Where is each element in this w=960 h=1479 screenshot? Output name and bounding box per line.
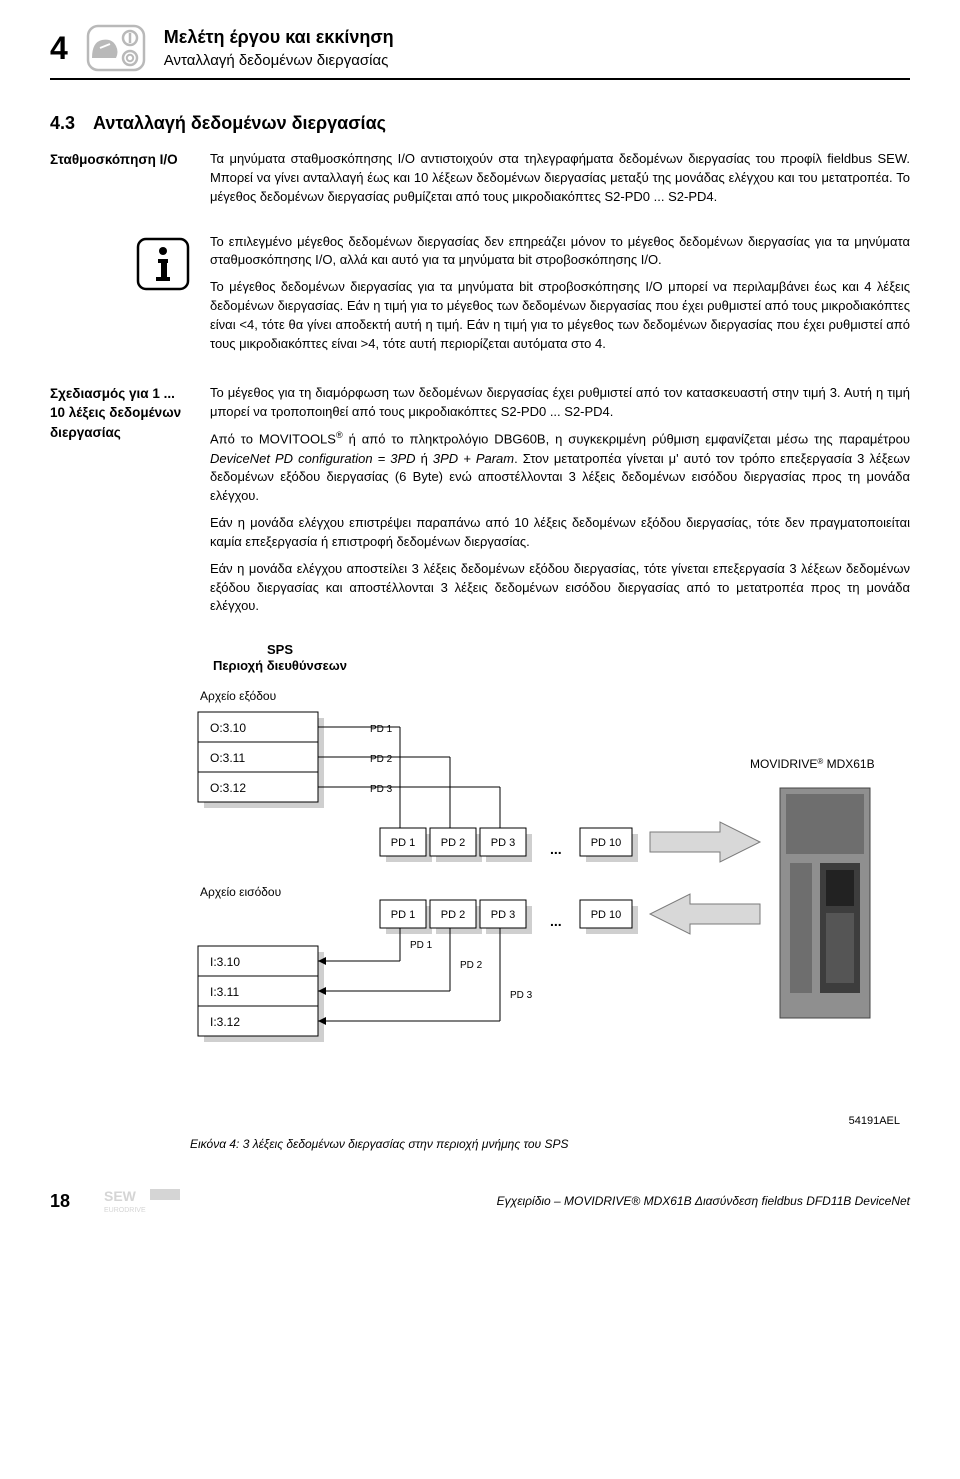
body-text-polling: Τα μηνύματα σταθμοσκόπησης I/O αντιστοιχ…	[210, 150, 910, 215]
svg-text:...: ...	[550, 841, 562, 857]
svg-text:PD 3: PD 3	[491, 837, 515, 849]
svg-text:PD 1: PD 1	[410, 940, 433, 951]
pd-bus-top: PD 1 PD 2 PD 3 ... PD 10	[380, 828, 638, 862]
figure-caption: Εικόνα 4: 3 λέξεις δεδομένων διεργασίας …	[190, 1136, 910, 1153]
svg-text:EURODRIVE: EURODRIVE	[104, 1207, 146, 1214]
sps-diagram: SPS Περιοχή διευθύνσεων Αρχείο εξόδου O:…	[50, 638, 910, 1153]
device-image	[780, 788, 870, 1018]
header-subtitle: Ανταλλαγή δεδομένων διεργασίας	[164, 50, 394, 72]
svg-text:PD 3: PD 3	[510, 990, 533, 1001]
pd-small-2: PD 3	[370, 784, 393, 795]
diagram-svg: SPS Περιοχή διευθύνσεων Αρχείο εξόδου O:…	[50, 638, 910, 1108]
pd-small-0: PD 1	[370, 724, 393, 735]
device-label: MOVIDRIVE® MDX61B	[750, 753, 875, 771]
sps-region-label: Περιοχή διευθύνσεων	[213, 658, 347, 673]
svg-text:PD 3: PD 3	[491, 909, 515, 921]
body-text-design: Το μέγεθος για τη διαμόρφωση των δεδομέν…	[210, 384, 910, 625]
page-header: 4 Μελέτη έργου και εκκίνηση Ανταλλαγή δε…	[50, 24, 910, 80]
arrow-right-icon	[650, 822, 760, 862]
header-title: Μελέτη έργου και εκκίνηση	[164, 24, 394, 50]
in-row-0: I:3.10	[210, 955, 240, 969]
svg-text:PD 2: PD 2	[441, 909, 465, 921]
sew-logo-icon: SEW EURODRIVE	[104, 1187, 184, 1215]
power-switch-icon	[86, 24, 146, 72]
figure-code: 54191AEL	[50, 1114, 900, 1130]
side-label-polling: Σταθμοσκόπηση I/O	[50, 150, 190, 215]
info-text: Το επιλεγμένο μέγεθος δεδομένων διεργασί…	[210, 233, 910, 362]
page-footer: 18 SEW EURODRIVE Εγχειρίδιο – MOVIDRIVE®…	[50, 1187, 910, 1215]
svg-text:PD 2: PD 2	[460, 960, 483, 971]
sps-label: SPS	[267, 642, 293, 657]
svg-text:PD 1: PD 1	[391, 837, 415, 849]
section-number: 4.3	[50, 110, 75, 136]
out-row-0: O:3.10	[210, 721, 246, 735]
chapter-number: 4	[50, 25, 68, 71]
info-icon	[136, 237, 190, 291]
section-heading: 4.3 Ανταλλαγή δεδομένων διεργασίας	[50, 110, 910, 136]
svg-text:PD 2: PD 2	[441, 837, 465, 849]
footer-text: Εγχειρίδιο – MOVIDRIVE® MDX61B Διασύνδεσ…	[198, 1193, 910, 1210]
pd-small-1: PD 2	[370, 754, 393, 765]
svg-text:...: ...	[550, 913, 562, 929]
output-file-label: Αρχείο εξόδου	[200, 689, 276, 703]
in-row-1: I:3.11	[210, 985, 239, 999]
svg-text:PD 10: PD 10	[591, 909, 622, 921]
arrow-left-icon	[650, 894, 760, 934]
svg-text:PD 1: PD 1	[391, 909, 415, 921]
pd-bus-bottom: PD 1 PD 2 PD 3 ... PD 10	[380, 900, 638, 934]
out-row-1: O:3.11	[210, 751, 245, 765]
out-row-2: O:3.12	[210, 781, 246, 795]
side-label-design: Σχεδιασμός για 1 ... 10 λέξεις δεδομένων…	[50, 384, 190, 625]
in-row-2: I:3.12	[210, 1015, 240, 1029]
page-number: 18	[50, 1188, 90, 1214]
svg-text:SEW: SEW	[104, 1188, 137, 1204]
input-file-label: Αρχείο εισόδου	[200, 885, 281, 899]
section-title: Ανταλλαγή δεδομένων διεργασίας	[93, 110, 386, 136]
svg-text:PD 10: PD 10	[591, 837, 622, 849]
